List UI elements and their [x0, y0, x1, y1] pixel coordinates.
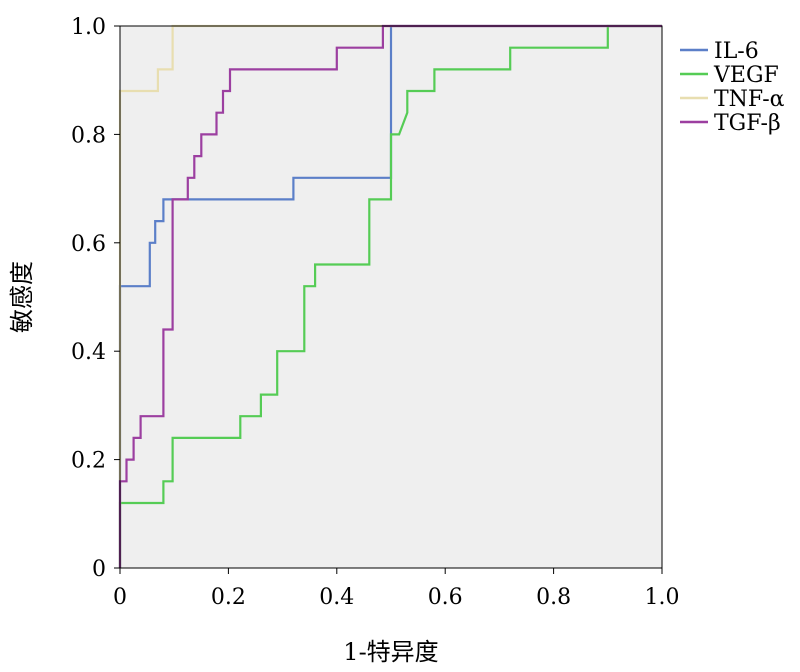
legend-label: IL-6 [714, 39, 759, 64]
series-line-2 [118, 24, 662, 568]
legend-label: TGF-β [714, 111, 781, 136]
y-axis-label: 敏感度 [8, 261, 36, 333]
y-tick-label: 0.8 [71, 123, 106, 148]
series-line-4 [118, 24, 662, 568]
y-axis: 0 0.2 0.4 0.6 0.8 1.0 [71, 15, 120, 582]
y-tick-label: 1.0 [71, 15, 106, 40]
x-axis: 0 0.2 0.4 0.6 0.8 1.0 [113, 568, 680, 610]
y-tick-label: 0.6 [71, 232, 106, 257]
x-tick-label: 0.4 [319, 585, 354, 610]
legend-label: TNF-α [714, 87, 785, 112]
x-tick-label: 0.2 [211, 585, 246, 610]
x-tick-label: 1.0 [645, 585, 680, 610]
y-tick-label: 0.2 [71, 449, 106, 474]
x-tick-label: 0.6 [428, 585, 463, 610]
y-tick-label: 0 [92, 557, 106, 582]
plot-frame [119, 25, 663, 569]
x-tick-label: 0.8 [536, 585, 571, 610]
x-tick-label: 0 [113, 585, 127, 610]
legend-label: VEGF [713, 63, 779, 88]
x-axis-label: 1-特异度 [343, 638, 438, 666]
y-tick-label: 0.4 [71, 340, 106, 365]
